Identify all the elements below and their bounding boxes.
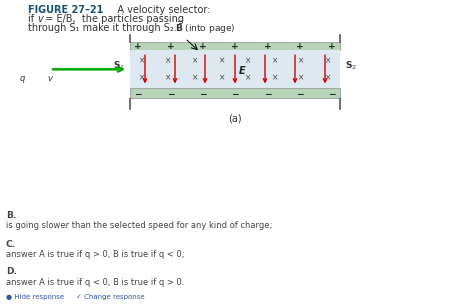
Bar: [130, 88, 340, 99]
Text: S$_2$: S$_2$: [345, 59, 357, 72]
Text: answer A is true if q > 0, B is true if q < 0;: answer A is true if q > 0, B is true if …: [6, 250, 184, 259]
Text: ×: ×: [192, 56, 198, 66]
Text: ×: ×: [325, 73, 331, 82]
Text: E: E: [239, 66, 246, 76]
Text: −: −: [134, 90, 142, 99]
Text: answer A is true if q < 0, B is true if q > 0.: answer A is true if q < 0, B is true if …: [6, 278, 184, 287]
Text: ×: ×: [219, 56, 225, 66]
Text: ×: ×: [139, 73, 145, 82]
Text: is going faster than the selected speed for any kind of charge;: is going faster than the selected speed …: [6, 190, 269, 199]
Text: is going slower than the selected speed for any kind of charge;: is going slower than the selected speed …: [6, 221, 272, 230]
Text: ×: ×: [272, 56, 278, 66]
Text: ×: ×: [139, 56, 145, 66]
Text: ×: ×: [325, 56, 331, 66]
Text: +: +: [134, 42, 142, 51]
Text: A.: A.: [6, 178, 16, 187]
Text: FIGURE 27–21: FIGURE 27–21: [28, 5, 103, 15]
Text: v: v: [37, 14, 43, 24]
Text: −: −: [166, 90, 174, 99]
Text: ×: ×: [219, 73, 225, 82]
Text: (a): (a): [228, 113, 242, 124]
Text: +: +: [328, 42, 336, 51]
Text: ×: ×: [165, 56, 172, 66]
Text: ×: ×: [272, 73, 278, 82]
Text: +: +: [166, 42, 174, 51]
Text: if: if: [28, 14, 37, 24]
Text: −: −: [264, 90, 271, 99]
Text: −: −: [296, 90, 303, 99]
Text: = E/B,  the particles passing: = E/B, the particles passing: [42, 14, 184, 24]
Text: ×: ×: [192, 73, 198, 82]
Text: ✓ Change response: ✓ Change response: [76, 294, 145, 300]
Text: v: v: [47, 74, 53, 83]
Text: D.: D.: [6, 267, 17, 276]
Text: ×: ×: [298, 73, 305, 82]
Text: S$_1$: S$_1$: [113, 59, 125, 72]
Text: ×: ×: [165, 73, 172, 82]
Text: −: −: [231, 90, 239, 99]
Text: +: +: [199, 42, 207, 51]
Bar: [130, 50, 340, 88]
Text: B.: B.: [6, 211, 16, 220]
Text: $\mathbf{\vec{B}}$ (into page): $\mathbf{\vec{B}}$ (into page): [175, 20, 236, 36]
Text: q: q: [19, 74, 25, 83]
Text: +: +: [264, 42, 271, 51]
Text: ×: ×: [245, 73, 252, 82]
Text: +: +: [296, 42, 303, 51]
Text: ● Hide response: ● Hide response: [6, 294, 64, 300]
Text: ×: ×: [298, 56, 305, 66]
Text: A velocity selector:: A velocity selector:: [108, 5, 210, 15]
Text: +: +: [231, 42, 239, 51]
Text: −: −: [199, 90, 206, 99]
Text: −: −: [328, 90, 336, 99]
Text: C.: C.: [6, 240, 16, 249]
Text: ×: ×: [245, 56, 252, 66]
Bar: [130, 42, 340, 50]
Text: through S₁ make it through S₂.: through S₁ make it through S₂.: [28, 23, 177, 33]
